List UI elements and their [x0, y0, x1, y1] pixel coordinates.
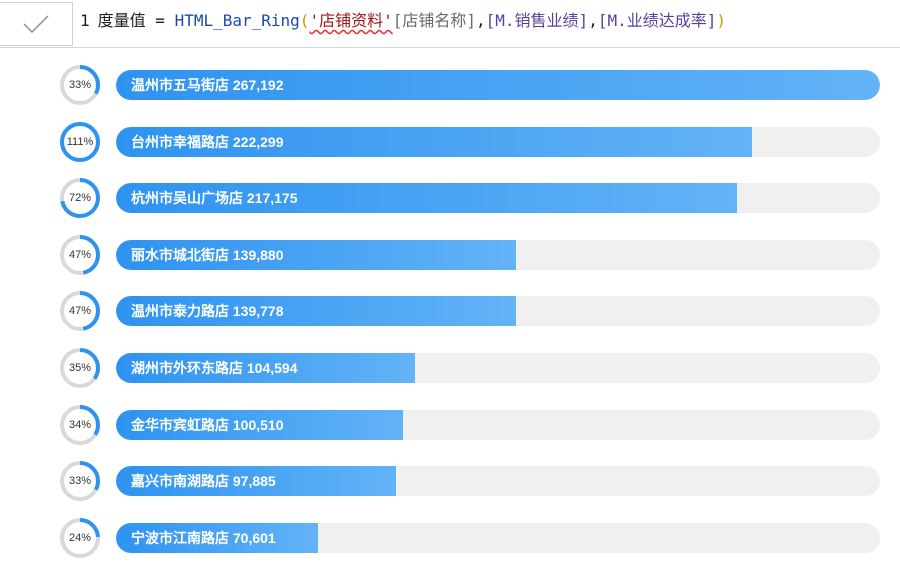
- ring-arc: [60, 461, 100, 502]
- completion-ring: 72%: [59, 177, 101, 219]
- line-number: 1: [80, 11, 90, 30]
- checkmark-icon: [23, 15, 49, 34]
- formula-bar: 1 度量值 = HTML_Bar_Ring('店铺资料'[店铺名称],[M.销售业…: [0, 0, 900, 48]
- ring-percent-label: 34%: [68, 418, 92, 431]
- bar-fill: [116, 183, 737, 214]
- formula-function: HTML_Bar_Ring: [174, 11, 300, 30]
- bar-fill: [116, 126, 752, 157]
- bar-track: 金华市宾虹路店 100,510: [116, 409, 880, 440]
- bar-fill: [116, 296, 516, 327]
- bar-track: 宁波市江南路店 70,601: [116, 522, 880, 553]
- chart-row: 33% 嘉兴市南湖路店 97,885: [0, 461, 900, 502]
- bar-fill: [116, 522, 318, 553]
- completion-ring: 33%: [59, 460, 101, 502]
- ring-percent-label: 47%: [68, 248, 92, 261]
- bar-label: 丽水市城北街店 139,880: [131, 246, 284, 263]
- ring-percent-label: 35%: [68, 362, 92, 374]
- ring-arc: [60, 178, 100, 219]
- completion-ring: 33%: [59, 64, 101, 106]
- bar-label: 湖州市外环东路店 104,594: [131, 360, 298, 376]
- bar-label: 温州市五马街店 267,192: [131, 77, 284, 93]
- bar-fill: [116, 409, 404, 440]
- chart-row: 111% 台州市幸福路店 222,299: [0, 121, 900, 162]
- measure-name: 度量值: [97, 11, 146, 30]
- bar-label: 宁波市江南路店 70,601: [131, 529, 276, 546]
- bar-label: 嘉兴市南湖路店 97,885: [131, 473, 276, 490]
- bar-track: 杭州市吴山广场店 217,175: [116, 183, 880, 214]
- ring-arc: [60, 291, 100, 332]
- bar-track: 湖州市外环东路店 104,594: [116, 353, 880, 383]
- ring-arc: [60, 234, 100, 275]
- ring-arc: [60, 65, 100, 105]
- completion-ring: 47%: [59, 290, 101, 332]
- bar-fill: [116, 466, 396, 497]
- formula-measure-arg-2: [M.业绩达成率]: [597, 11, 717, 30]
- chart-row: 47% 丽水市城北街店 139,880: [0, 234, 900, 275]
- ring-percent-label: 72%: [68, 192, 92, 205]
- ring-percent-label: 33%: [68, 475, 92, 488]
- ring-arc: [60, 121, 100, 162]
- formula-measure-arg-1: [M.销售业绩]: [485, 11, 589, 30]
- bar-track: 嘉兴市南湖路店 97,885: [116, 466, 880, 497]
- formula-table-arg: '店铺资料': [309, 11, 393, 30]
- completion-ring: 35%: [59, 347, 101, 389]
- ring-percent-label: 24%: [68, 531, 92, 544]
- bar-track: 温州市五马街店 267,192: [116, 70, 880, 100]
- chart-row: 24% 宁波市江南路店 70,601: [0, 517, 900, 558]
- chart-row: 47% 温州市泰力路店 139,778: [0, 291, 900, 332]
- formula-comma: ,: [588, 11, 598, 30]
- ring-percent-label: 111%: [66, 135, 94, 148]
- bar-label: 温州市泰力路店 139,778: [131, 303, 284, 320]
- ring-percent-label: 47%: [68, 305, 92, 318]
- commit-formula-button[interactable]: [0, 2, 73, 46]
- formula-editor[interactable]: 1 度量值 = HTML_Bar_Ring('店铺资料'[店铺名称],[M.销售业…: [80, 9, 726, 33]
- completion-ring: 34%: [59, 404, 101, 446]
- close-paren: ): [716, 11, 727, 30]
- chart-row: 33% 温州市五马街店 267,192: [0, 65, 900, 105]
- bar-fill: [116, 70, 880, 100]
- ring-arc: [60, 517, 100, 558]
- ring-percent-label: 33%: [68, 79, 92, 91]
- bar-track: 台州市幸福路店 222,299: [116, 126, 880, 157]
- bar-ring-chart: 33% 温州市五马街店 267,192 111% 台州市幸福路店 222,299 72%…: [0, 48, 900, 580]
- bar-label: 金华市宾虹路店 100,510: [131, 416, 284, 433]
- completion-ring: 111%: [59, 121, 101, 163]
- bar-label: 台州市幸福路店 222,299: [131, 133, 284, 150]
- bar-fill: [116, 353, 416, 383]
- bar-fill: [116, 239, 516, 270]
- ring-arc: [60, 348, 100, 388]
- completion-ring: 24%: [59, 517, 101, 559]
- ring-arc: [60, 404, 100, 445]
- chart-row: 35% 湖州市外环东路店 104,594: [0, 348, 900, 388]
- bar-track: 丽水市城北街店 139,880: [116, 239, 880, 270]
- bar-label: 杭州市吴山广场店 217,175: [131, 190, 298, 207]
- formula-comma: ,: [476, 11, 486, 30]
- bar-track: 温州市泰力路店 139,778: [116, 296, 880, 327]
- open-paren: (: [299, 11, 310, 30]
- formula-column-arg: [店铺名称]: [392, 11, 476, 30]
- completion-ring: 47%: [59, 234, 101, 276]
- chart-row: 34% 金华市宾虹路店 100,510: [0, 404, 900, 445]
- chart-row: 72% 杭州市吴山广场店 217,175: [0, 178, 900, 219]
- formula-operator: =: [145, 11, 175, 30]
